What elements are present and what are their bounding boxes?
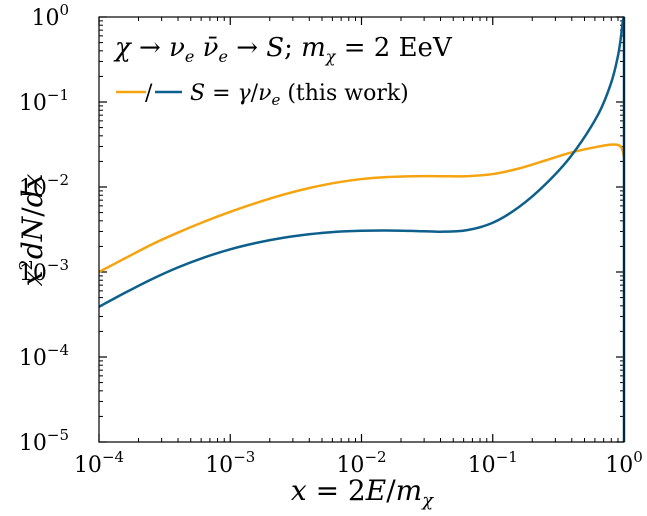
x-tick-label: 10−1 [468,448,518,478]
y-tick-label: 10−1 [19,86,69,116]
y-axis-title: x2dN/dx [16,173,49,286]
legend-label: S = γ/νe (this work) [190,81,409,109]
y-tick-label: 10−4 [19,341,69,371]
x-tick-label: 10−4 [74,448,124,478]
chart-title: χ → νe ν̄e → S; mχ = 2 EeV [113,33,453,69]
x-axis-title: x = 2E/mχ [291,474,434,511]
y-tick-label: 10−5 [19,426,69,456]
x-tick-label: 10−2 [336,448,386,478]
y-tick-label: 10−3 [19,256,69,286]
x-tick-label: 100 [605,448,643,478]
series-line-orange [98,143,626,274]
x-tick-label: 10−3 [205,448,255,478]
y-tick-label: 10−2 [19,171,69,201]
legend: / S = γ/νe (this work) [116,81,409,109]
y-tick-label: 100 [31,1,69,31]
series-line-blue [98,16,626,308]
legend-slash: / [145,81,153,106]
plot-frame [98,16,625,443]
series-layer [98,16,626,308]
